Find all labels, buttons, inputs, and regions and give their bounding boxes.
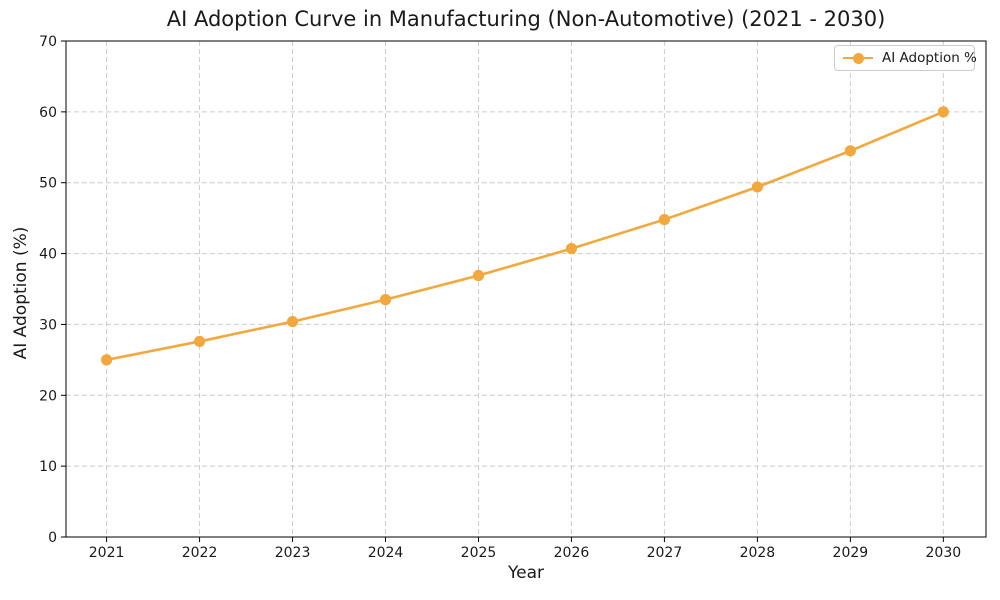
data-point-marker [751,181,763,193]
x-tick-label: 2021 [89,545,125,561]
x-tick-label: 2022 [182,545,218,561]
data-point-marker [379,294,392,306]
data-point-marker [844,145,856,157]
x-tick-label: 2025 [461,545,497,561]
y-tick-label: 40 [39,247,57,263]
data-point-marker [565,243,578,255]
data-point-marker [286,315,299,328]
y-tick-label: 20 [39,388,57,404]
x-tick-label: 2024 [368,545,404,561]
legend: AI Adoption % [834,45,977,71]
x-tick-label: 2028 [740,545,776,561]
x-tick-label: 2026 [554,545,590,561]
data-point-marker [937,106,949,118]
chart-title: AI Adoption Curve in Manufacturing (Non-… [166,7,886,31]
data-point-marker [658,213,671,226]
y-tick-label: 0 [48,530,57,546]
y-tick-label: 50 [39,176,57,192]
x-tick-label: 2023 [275,545,311,561]
data-point-marker [472,269,485,282]
x-tick-label: 2030 [926,545,962,561]
x-tick-label: 2027 [647,545,683,561]
y-tick-label: 70 [39,34,57,50]
y-tick-label: 60 [39,105,57,121]
data-point-marker [101,354,113,366]
x-tick-label: 2029 [833,545,869,561]
data-series-line [106,110,944,362]
y-tick-label: 30 [39,317,57,333]
legend-label: AI Adoption % [882,50,977,66]
legend-sample-dot [852,52,864,64]
x-axis-title: Year [508,563,544,583]
plot-spines [65,40,987,538]
y-tick-label: 10 [39,459,57,475]
data-point-marker [193,335,206,348]
legend-line-marker-icon [843,52,873,64]
